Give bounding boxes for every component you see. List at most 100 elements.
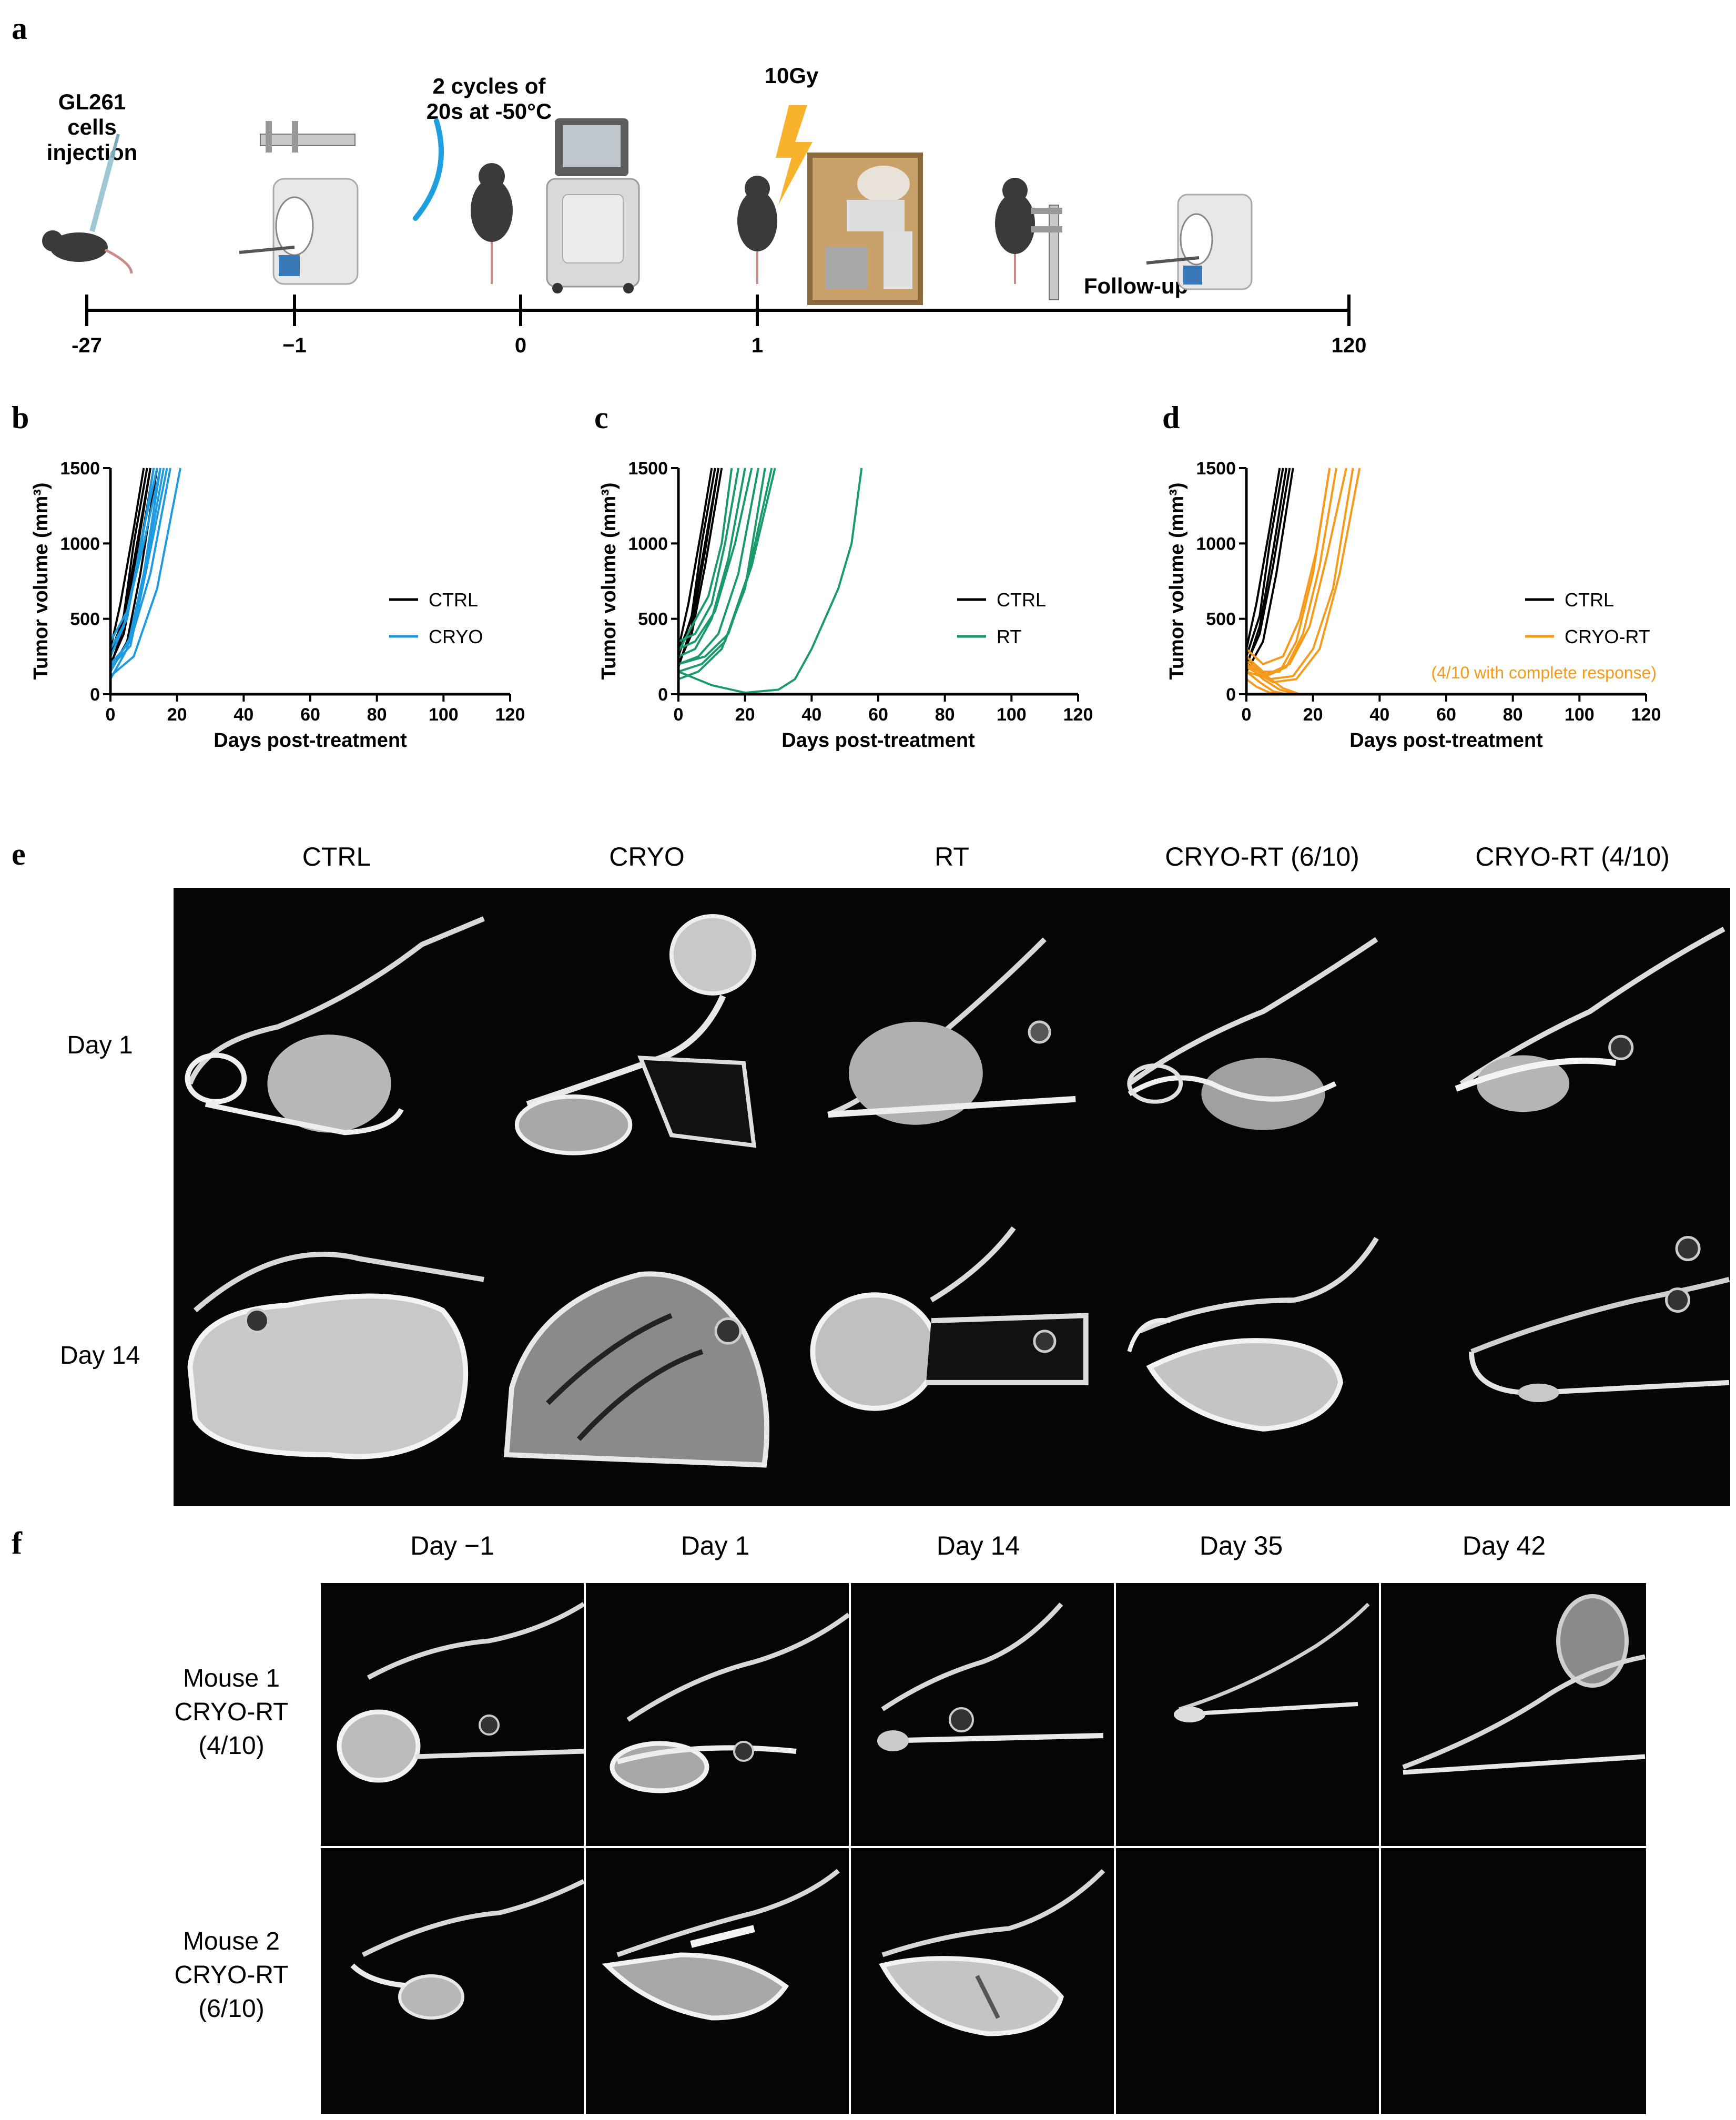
mri-image xyxy=(1108,888,1419,1197)
chart-annotation: (4/10 with complete response) xyxy=(1431,663,1657,682)
injection-label: GL261 cells injection xyxy=(46,89,138,165)
lightning-icon xyxy=(776,105,813,205)
series-line xyxy=(677,468,713,650)
panel-f-row-header: Mouse 1 CRYO-RT (4/10) xyxy=(158,1662,305,1763)
panel-f-column-header: Day −1 xyxy=(410,1531,494,1560)
x-axis-label: Days post-treatment xyxy=(781,729,975,752)
y-tick-label: 1500 xyxy=(60,459,100,479)
mri-image xyxy=(586,1848,849,2114)
mri-image xyxy=(851,1848,1114,2114)
timeline-tick-label: −1 xyxy=(282,334,307,357)
x-tick-label: 100 xyxy=(429,705,459,725)
series-line xyxy=(677,468,733,653)
mouse-injection-icon xyxy=(42,134,133,274)
panel-e-column-header: CRYO-RT (6/10) xyxy=(1165,842,1359,871)
panel-f-column-header: Day 35 xyxy=(1199,1531,1283,1560)
y-tick-label: 0 xyxy=(658,685,668,705)
y-tick-label: 500 xyxy=(638,610,668,630)
panel-label-f: f xyxy=(12,1526,22,1560)
mri-image-empty xyxy=(1381,1848,1646,2114)
panel-f-column-header: Day 14 xyxy=(936,1531,1020,1560)
x-tick-label: 20 xyxy=(735,705,755,725)
cryo-probe-icon xyxy=(413,118,444,221)
dose-label: 10Gy xyxy=(764,63,819,88)
series-line xyxy=(1245,468,1291,665)
chart-d: 0 500 1000 1500 0 20 40 60 80 100 120 Days post-tre… xyxy=(1166,459,1661,752)
panel-e-column-header: CTRL xyxy=(302,842,371,871)
panel-e-column-header: CRYO-RT (4/10) xyxy=(1475,842,1670,871)
x-tick-label: 0 xyxy=(106,705,116,725)
panel-f-grid xyxy=(321,1583,1646,2114)
panel-e-column-header: CRYO xyxy=(609,842,685,871)
x-tick-label: 60 xyxy=(868,705,888,725)
y-tick-label: 500 xyxy=(70,610,100,630)
series-line xyxy=(1245,468,1284,657)
y-axis-label: Tumor volume (mm³) xyxy=(30,482,52,679)
series-line xyxy=(109,468,171,665)
x-tick-label: 40 xyxy=(234,705,253,725)
series-line xyxy=(678,468,766,681)
x-tick-label: 40 xyxy=(801,705,821,725)
x-tick-label: 100 xyxy=(997,705,1027,725)
series-line xyxy=(678,468,739,643)
series-line xyxy=(678,468,863,694)
legend-label: CRYO-RT xyxy=(1565,626,1650,647)
timeline-tick-label: 1 xyxy=(751,334,764,357)
x-tick-label: 40 xyxy=(1369,705,1389,725)
legend-label: CTRL xyxy=(1565,589,1614,611)
x-tick-label: 80 xyxy=(935,705,955,725)
y-tick-label: 1500 xyxy=(628,459,668,479)
linac-photo xyxy=(807,153,923,305)
mri-image xyxy=(485,1197,796,1506)
mri-image xyxy=(174,888,485,1197)
y-tick-label: 0 xyxy=(90,685,100,705)
x-tick-label: 0 xyxy=(1242,705,1252,725)
mri-image xyxy=(1116,1583,1379,1846)
caliper-mri-icon-1 xyxy=(239,121,359,285)
row-label-line: (4/10) xyxy=(198,1732,265,1760)
row-label-line: Mouse 1 xyxy=(182,1665,280,1692)
x-tick-label: 20 xyxy=(167,705,187,725)
panel-e-row-header: Day 14 xyxy=(59,1342,140,1370)
panel-f-column-header: Day 42 xyxy=(1462,1531,1546,1560)
panel-e-grid xyxy=(174,888,1730,1506)
series-line xyxy=(678,468,753,650)
panel-f-row-header: Mouse 2 CRYO-RT (6/10) xyxy=(158,1925,305,2026)
row-label-line: (6/10) xyxy=(198,1995,265,2023)
panel-e-column-header: RT xyxy=(935,842,969,871)
row-label-line: CRYO-RT xyxy=(174,1961,289,1989)
legend-label: CTRL xyxy=(997,589,1046,611)
mri-image xyxy=(796,888,1108,1197)
panel-label-d: d xyxy=(1162,400,1180,435)
row-label-line: Mouse 2 xyxy=(182,1928,280,1955)
x-tick-label: 80 xyxy=(1503,705,1523,725)
mri-image xyxy=(1419,888,1730,1197)
mri-image xyxy=(174,1197,485,1506)
legend-label: CRYO xyxy=(429,626,483,647)
series-line xyxy=(1246,468,1361,684)
x-tick-label: 0 xyxy=(674,705,684,725)
legend-label: CTRL xyxy=(429,589,478,611)
panel-label-a: a xyxy=(12,11,27,46)
panel-label-e: e xyxy=(12,837,26,871)
x-tick-label: 60 xyxy=(1436,705,1456,725)
series-line xyxy=(678,468,746,658)
x-tick-label: 20 xyxy=(1303,705,1323,725)
timeline-illustration xyxy=(42,105,1351,326)
mri-image xyxy=(1108,1197,1419,1506)
series-line xyxy=(109,468,181,677)
mri-image xyxy=(1381,1583,1646,1846)
chart-b: 0 500 1000 1500 0 20 40 60 80 100 120 Days post-tre… xyxy=(30,459,525,752)
y-tick-label: 1000 xyxy=(628,534,668,554)
y-tick-label: 500 xyxy=(1206,610,1236,630)
mri-image xyxy=(586,1583,849,1846)
y-tick-label: 1500 xyxy=(1196,459,1236,479)
x-axis-label: Days post-treatment xyxy=(214,729,407,752)
chart-c: 0 500 1000 1500 0 20 40 60 80 100 120 Days post-tre… xyxy=(598,459,1093,752)
mri-image xyxy=(1419,1197,1730,1506)
row-label-line: CRYO-RT xyxy=(174,1698,289,1726)
y-tick-label: 0 xyxy=(1226,685,1236,705)
series-line xyxy=(1245,468,1331,665)
legend-label: RT xyxy=(997,626,1021,647)
series-line xyxy=(109,468,161,642)
